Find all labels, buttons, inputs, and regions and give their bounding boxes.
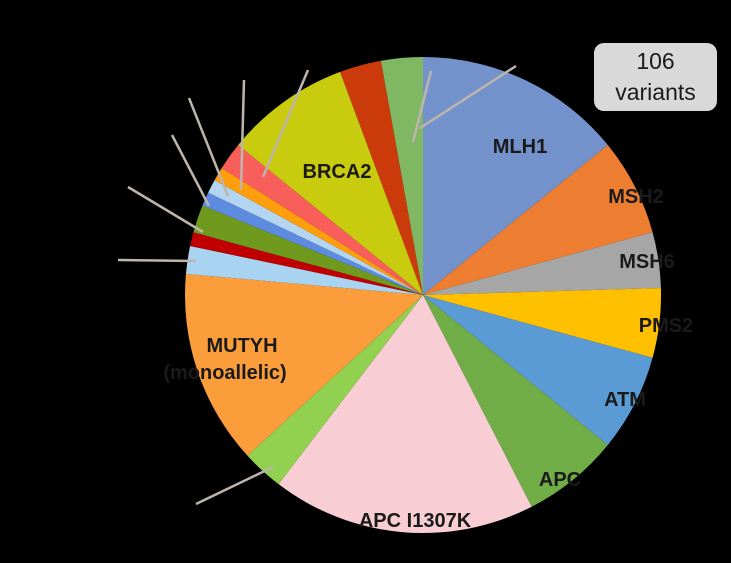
pie-slice-apc-i1307k <box>278 295 532 534</box>
pie-slice-unlabeled-18 <box>340 60 423 295</box>
callout-line <box>411 70 433 143</box>
callout-line <box>117 258 197 263</box>
pie-slice-pms2 <box>423 287 662 358</box>
pie-slice-atm <box>423 295 653 445</box>
callout-line <box>187 97 230 197</box>
pie-slice-unlabeled-8 <box>247 295 423 485</box>
total-variants-badge: 106 variants <box>594 43 717 111</box>
pie-slice-unlabeled-19 <box>380 57 423 295</box>
callout-line <box>239 79 246 191</box>
pie-slice-unlabeled-13 <box>202 192 423 295</box>
slice-label-mutyh-monoallelic: MUTYH <box>206 335 277 357</box>
pie-slice-unlabeled-16 <box>221 145 423 295</box>
pie-slice-mutyh-monoallelic <box>185 273 423 456</box>
slice-label-msh6: MSH6 <box>619 251 675 273</box>
callout-line <box>419 64 517 130</box>
callout-line <box>170 134 211 207</box>
total-variants-count: 106 <box>636 48 675 74</box>
callout-line <box>261 69 310 178</box>
slice-label-apc: APC <box>539 469 581 491</box>
slice-label-pms2: PMS2 <box>639 315 693 337</box>
pie-slice-unlabeled-14 <box>208 180 423 295</box>
slice-label-brca2: BRCA2 <box>303 161 372 183</box>
callout-line <box>127 185 204 234</box>
slice-label-msh2: MSH2 <box>608 186 664 208</box>
slice-label-mutyh-monoallelic: (monoallelic) <box>163 362 286 384</box>
pie-slice-unlabeled-12 <box>193 205 423 295</box>
pie-slice-mlh1 <box>423 57 608 295</box>
callout-line <box>195 465 274 506</box>
total-variants-unit: variants <box>615 79 696 105</box>
pie-slice-msh6 <box>423 232 661 295</box>
pie-slice-msh2 <box>423 145 653 295</box>
slice-label-mlh1: MLH1 <box>493 136 547 158</box>
pie-slice-unlabeled-10 <box>185 245 423 295</box>
pie-slice-unlabeled-15 <box>214 167 423 295</box>
pie-slice-apc <box>423 295 608 507</box>
slice-label-apc-i1307k: APC I1307K <box>359 510 472 532</box>
slice-label-atm: ATM <box>604 389 646 411</box>
pie-slice-unlabeled-11 <box>190 232 423 295</box>
